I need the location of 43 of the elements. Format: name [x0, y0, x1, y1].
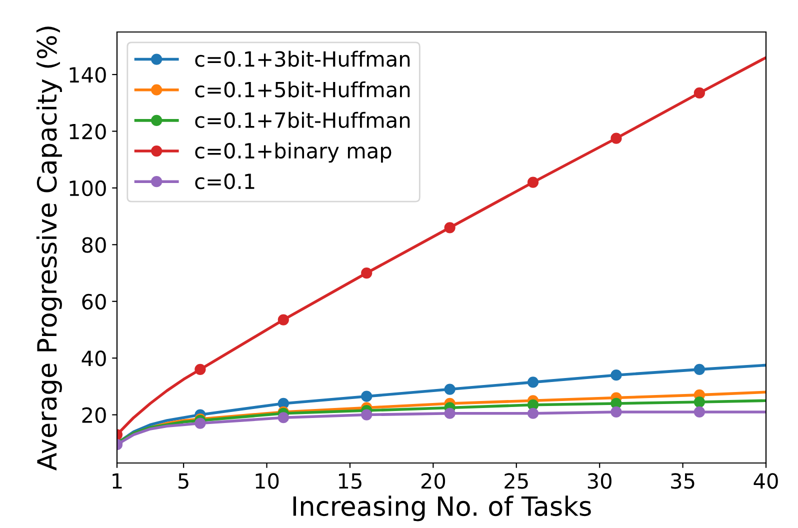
point	[361, 409, 372, 420]
legend-label: c=0.1+3bit-Huffman	[195, 50, 410, 67]
point	[694, 364, 705, 375]
point	[610, 370, 622, 381]
y-tick-label: 140	[70, 66, 106, 83]
legend-label: c=0.1+7bit-Huffman	[195, 112, 410, 128]
x-tick-label: 30	[588, 473, 612, 489]
point	[194, 418, 206, 429]
x-tick-label: 1	[112, 473, 122, 489]
x-tick-label: 25	[504, 473, 528, 489]
point	[694, 406, 705, 418]
point	[361, 267, 372, 279]
point	[444, 222, 456, 234]
y-tick-label: 20	[82, 407, 106, 424]
y-tick-label: 120	[70, 124, 106, 140]
point	[527, 176, 539, 188]
point	[444, 384, 456, 395]
point	[694, 396, 705, 408]
point	[527, 376, 539, 388]
point	[278, 412, 289, 424]
point	[194, 364, 206, 375]
legend-label: c=0.1	[195, 173, 254, 190]
point	[444, 408, 456, 419]
y-axis-title: Average Progressive Capacity (%)	[36, 26, 62, 470]
point	[610, 406, 622, 418]
x-tick-label: 15	[339, 473, 362, 489]
x-tick-label: 40	[754, 473, 778, 489]
y-tick-label: 60	[82, 294, 106, 310]
point	[610, 132, 622, 144]
x-tick-label: 35	[671, 473, 694, 489]
legend-label: c=0.1+binary map	[195, 142, 392, 163]
point	[694, 87, 705, 99]
x-axis-title: Increasing No. of Tasks	[293, 496, 591, 522]
y-tick-label: 40	[82, 350, 106, 366]
legend-label: c=0.1+5bit-Huffman	[195, 81, 410, 98]
x-tick-label: 10	[256, 473, 279, 489]
y-tick-label: 80	[82, 237, 106, 253]
point	[278, 314, 289, 326]
point	[361, 390, 372, 402]
x-tick-label: 5	[178, 473, 188, 489]
y-tick-label: 100	[70, 180, 106, 196]
x-tick-label: 20	[421, 473, 446, 489]
point	[527, 408, 539, 419]
